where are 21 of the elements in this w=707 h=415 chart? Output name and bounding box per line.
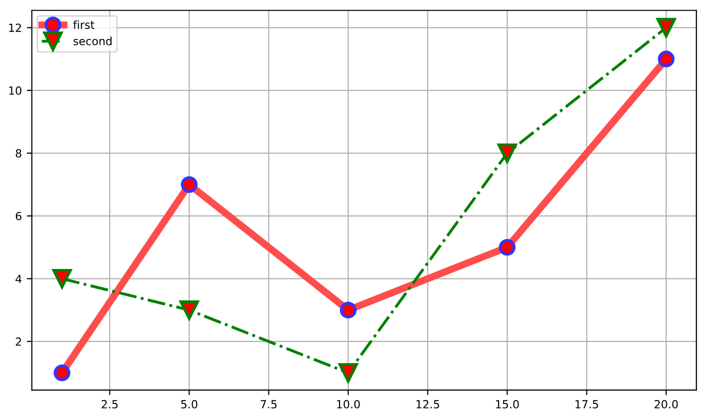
y-tick-label: 10: [9, 86, 22, 95]
point: [179, 300, 199, 320]
point: [52, 268, 72, 288]
y-tick-label: 12: [9, 24, 21, 32]
x-tick-label: 10.0: [337, 400, 360, 408]
point: [338, 363, 358, 383]
y-tick-label: 8: [16, 149, 22, 158]
y-tick-label: 6: [16, 212, 22, 220]
y-tick-label: 4: [16, 274, 22, 283]
x-tick-label: 7.5: [260, 400, 277, 408]
legend-label: first: [73, 20, 94, 29]
x-tick-label: 20.0: [654, 400, 678, 408]
point: [656, 18, 676, 38]
x-tick-label: 5.0: [181, 400, 198, 408]
x-tick-label: 12.5: [416, 400, 440, 408]
x-tick-label: 17.5: [576, 400, 598, 408]
x-tick-label: 2.5: [102, 400, 118, 408]
x-tick-label: 15.0: [496, 400, 519, 408]
legend-label: second: [74, 36, 112, 46]
y-tick-label: 2: [16, 337, 21, 346]
point: [497, 143, 517, 163]
